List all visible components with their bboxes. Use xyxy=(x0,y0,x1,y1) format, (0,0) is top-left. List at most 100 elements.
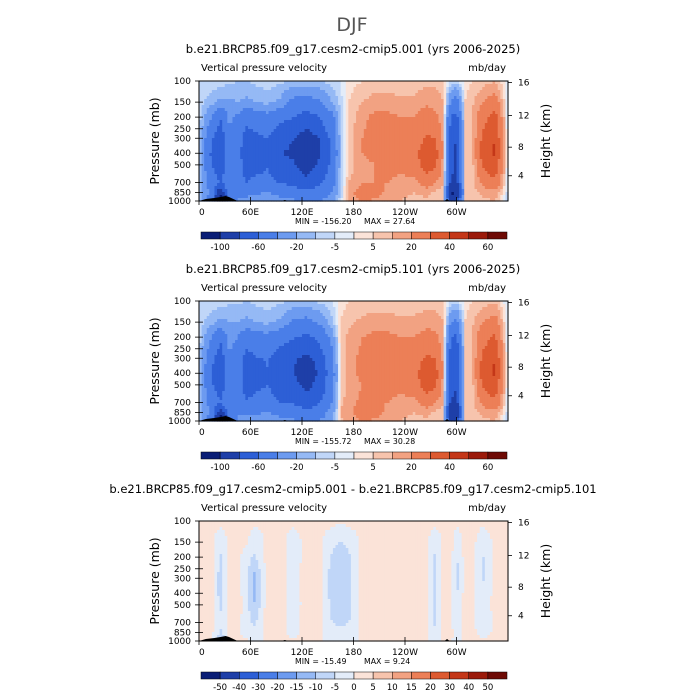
contour-cell xyxy=(407,111,411,115)
contour-cell xyxy=(296,132,301,136)
contour-cell xyxy=(484,126,489,130)
contour-cell xyxy=(392,132,396,136)
contour-cell xyxy=(206,84,210,88)
contour-cell xyxy=(379,90,383,94)
contour-cell xyxy=(253,123,257,127)
contour-cell xyxy=(502,144,507,148)
contour-cell xyxy=(384,99,388,103)
contour-cell xyxy=(376,126,380,130)
contour-cell xyxy=(430,129,434,133)
contour-cell xyxy=(371,141,375,145)
contour-cell xyxy=(291,129,295,133)
contour-cell xyxy=(281,102,285,106)
contour-cell xyxy=(497,132,501,136)
contour-cell xyxy=(399,132,404,136)
contour-cell xyxy=(247,147,252,151)
contour-cell xyxy=(466,132,470,136)
contour-cell xyxy=(312,126,316,130)
contour-cell xyxy=(392,126,396,130)
contour-cell xyxy=(397,87,401,91)
contour-cell xyxy=(332,96,337,100)
contour-cell xyxy=(350,84,355,88)
contour-cell xyxy=(441,123,445,127)
contour-cell xyxy=(312,96,316,100)
contour-cell xyxy=(500,129,504,133)
y2-tick-label: 12 xyxy=(518,112,529,122)
contour-cell xyxy=(495,96,499,100)
contour-cell xyxy=(271,114,275,118)
contour-cell xyxy=(330,90,334,94)
contour-cell xyxy=(366,138,370,142)
contour-cell xyxy=(291,111,295,115)
contour-cell xyxy=(423,93,427,97)
contour-cell xyxy=(368,102,373,106)
contour-cell xyxy=(255,150,259,154)
contour-cell xyxy=(296,150,301,154)
contour-cell xyxy=(446,111,450,115)
contour-cell xyxy=(281,135,285,139)
contour-cell xyxy=(281,144,285,148)
contour-cell xyxy=(451,81,455,85)
contour-cell xyxy=(214,138,218,142)
contour-cell xyxy=(268,144,272,148)
contour-cell xyxy=(358,132,362,136)
contour-cell xyxy=(263,105,267,109)
contour-cell xyxy=(309,99,313,103)
contour-cell xyxy=(201,150,205,154)
contour-cell xyxy=(206,132,210,136)
contour-cell xyxy=(353,99,357,103)
contour-cell xyxy=(466,114,470,118)
contour-cell xyxy=(286,129,290,133)
contour-cell xyxy=(307,126,311,130)
contour-cell xyxy=(433,147,437,151)
contour-cell xyxy=(338,99,342,103)
contour-cell xyxy=(235,84,239,88)
contour-cell xyxy=(317,138,321,142)
contour-cell xyxy=(335,135,339,139)
contour-cell xyxy=(456,126,460,130)
contour-cell xyxy=(471,90,476,94)
contour-cell xyxy=(245,108,249,112)
contour-cell xyxy=(242,84,246,88)
contour-cell xyxy=(229,126,234,130)
contour-cell xyxy=(258,114,262,118)
contour-cell xyxy=(209,96,213,100)
contour-cell xyxy=(361,126,365,130)
contour-cell xyxy=(302,90,306,94)
contour-cell xyxy=(477,144,481,148)
contour-cell xyxy=(325,105,329,109)
contour-cell xyxy=(271,147,275,151)
contour-cell xyxy=(381,150,386,154)
contour-cell xyxy=(466,87,470,91)
contour-cell xyxy=(417,135,422,139)
contour-cell xyxy=(474,84,478,88)
contour-cell xyxy=(232,111,236,115)
contour-cell xyxy=(495,138,499,142)
contour-cell xyxy=(294,87,298,91)
contour-cell xyxy=(453,105,458,109)
contour-cell xyxy=(302,108,306,112)
contour-cell xyxy=(410,87,414,91)
contour-cell xyxy=(273,117,277,121)
contour-cell xyxy=(487,144,491,148)
contour-cell xyxy=(291,123,295,127)
contour-cell xyxy=(204,141,208,145)
contour-cell xyxy=(224,81,228,85)
contour-cell xyxy=(358,150,362,154)
contour-cell xyxy=(294,135,298,139)
contour-cell xyxy=(366,117,370,121)
contour-cell xyxy=(338,117,342,121)
contour-cell xyxy=(317,120,321,124)
contour-cell xyxy=(214,99,218,103)
contour-cell xyxy=(438,81,442,85)
contour-cell xyxy=(484,135,489,139)
contour-cell xyxy=(289,93,293,97)
contour-cell xyxy=(469,87,473,91)
contour-cell xyxy=(353,129,357,133)
contour-cell xyxy=(448,126,452,130)
contour-cell xyxy=(389,141,393,145)
contour-cell xyxy=(492,117,496,121)
contour-cell xyxy=(415,81,419,85)
contour-cell xyxy=(222,96,226,100)
